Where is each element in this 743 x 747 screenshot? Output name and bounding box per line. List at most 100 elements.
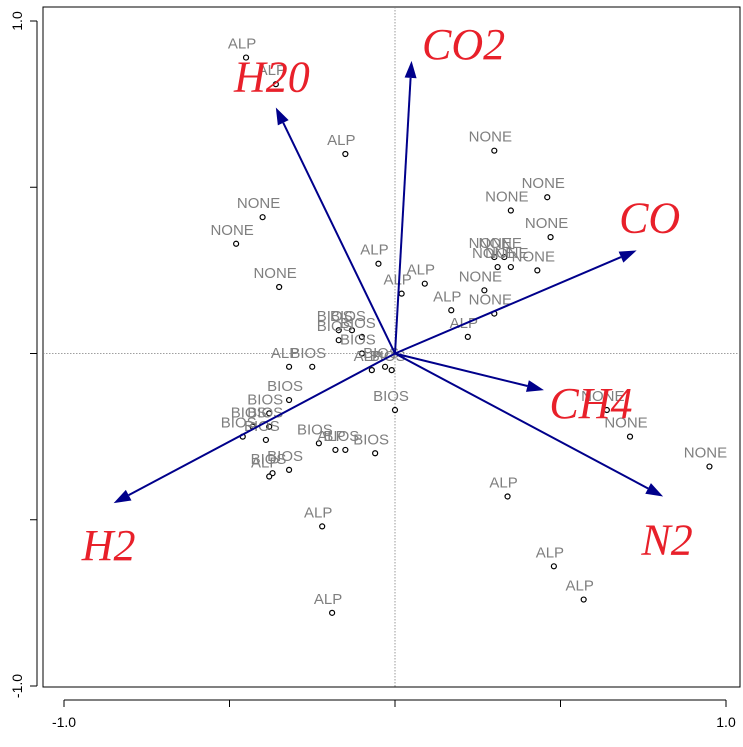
point-label: NONE [522, 175, 565, 192]
point-marker [534, 267, 541, 274]
data-point: ALP [360, 242, 389, 267]
point-marker [491, 147, 498, 154]
vector-line [394, 256, 622, 355]
data-point: BIOS [251, 451, 286, 477]
point-label: ALP [433, 288, 461, 305]
x-axis: -1.0 1.0 [52, 699, 736, 730]
plot-frame [42, 6, 741, 688]
point-marker [285, 396, 293, 404]
data-point: ALP [251, 455, 279, 480]
point-label: BIOS [231, 405, 267, 422]
point-marker [603, 406, 610, 414]
data-point: ALP [317, 428, 346, 454]
point-label: BIOS [353, 431, 389, 448]
data-point: ALP [228, 36, 256, 61]
data-point: BIOS [267, 448, 303, 473]
point-marker [464, 333, 471, 340]
vector-co2: CO2 [394, 20, 505, 354]
point-marker [358, 350, 365, 357]
point-label: ALP [536, 544, 564, 561]
point-marker [391, 406, 399, 414]
data-point: ALP [327, 132, 356, 158]
vector-arrowhead [526, 380, 544, 392]
data-point: NONE [237, 195, 280, 221]
data-point: NONE [581, 388, 625, 414]
point-label: NONE [604, 415, 647, 432]
point-marker [276, 283, 283, 291]
data-point: ALP [354, 348, 382, 374]
point-label: ALP [489, 474, 517, 491]
data-point: BIOS [267, 378, 303, 404]
point-marker [335, 327, 342, 334]
point-marker [319, 523, 326, 530]
point-marker [315, 440, 322, 447]
data-point: ALP [304, 504, 332, 530]
point-label: ALP [251, 455, 279, 472]
point-marker [272, 81, 279, 88]
data-point: NONE [485, 189, 529, 214]
point-label: ALP [317, 428, 345, 445]
vector-ch4: CH4 [394, 352, 633, 428]
vectors-layer: H20 CO2 CO CH4 N2 H2 [81, 20, 693, 570]
point-marker [501, 253, 508, 261]
point-label: BIOS [247, 391, 283, 408]
point-label: NONE [485, 245, 528, 262]
point-marker [580, 596, 587, 603]
point-label: NONE [469, 129, 512, 146]
point-label: NONE [525, 215, 568, 232]
vector-label: CO2 [422, 20, 505, 69]
vector-line [282, 122, 396, 354]
data-point: ALP [258, 62, 286, 88]
data-point: NONE [210, 222, 254, 247]
point-marker [448, 307, 455, 314]
data-point: ALP [407, 262, 435, 287]
point-marker [358, 333, 365, 340]
point-marker [372, 450, 379, 457]
data-point: BIOS [290, 345, 326, 370]
point-label: NONE [479, 235, 522, 252]
vector-label: N2 [640, 515, 692, 564]
data-point: BIOS [317, 308, 353, 334]
vector-n2: N2 [394, 352, 693, 564]
point-marker [706, 463, 713, 470]
point-label: NONE [512, 248, 555, 265]
point-marker [550, 563, 557, 570]
point-marker [348, 327, 356, 334]
data-point: BIOS [244, 418, 280, 444]
point-marker [242, 54, 250, 61]
data-point: NONE [253, 265, 297, 291]
vector-arrowhead [618, 250, 637, 263]
point-label: BIOS [297, 421, 333, 438]
data-point: BIOS [297, 421, 333, 447]
point-marker [421, 280, 428, 287]
point-marker [285, 466, 293, 473]
data-point: NONE [469, 129, 512, 154]
point-marker [504, 493, 511, 500]
vector-label: H20 [233, 52, 310, 101]
data-point: BIOS [373, 388, 409, 414]
point-marker [262, 436, 270, 444]
point-marker [309, 363, 316, 370]
data-point: NONE [525, 215, 568, 241]
point-label: ALP [383, 272, 411, 289]
data-point: NONE [485, 245, 529, 271]
vector-arrowhead [404, 60, 417, 79]
point-label: BIOS [330, 308, 366, 325]
point-marker [266, 473, 273, 480]
point-label: BIOS [373, 388, 409, 405]
y-tick-label: 1.0 [9, 11, 25, 31]
point-marker [507, 207, 514, 214]
point-marker [233, 240, 240, 247]
point-marker [381, 363, 389, 370]
point-label: NONE [210, 222, 253, 239]
points-layer: ALPALPALPNONENONENONEALPALPBIOSBIOSBIOSB… [210, 36, 727, 616]
point-label: BIOS [290, 345, 326, 362]
vector-line [394, 352, 649, 490]
vector-line [128, 352, 396, 497]
data-point: BIOS [317, 318, 353, 344]
data-point: ALP [565, 578, 594, 603]
data-point: BIOS [330, 308, 366, 334]
point-label: NONE [253, 265, 296, 282]
point-marker [342, 150, 349, 158]
data-point: NONE [604, 415, 648, 440]
